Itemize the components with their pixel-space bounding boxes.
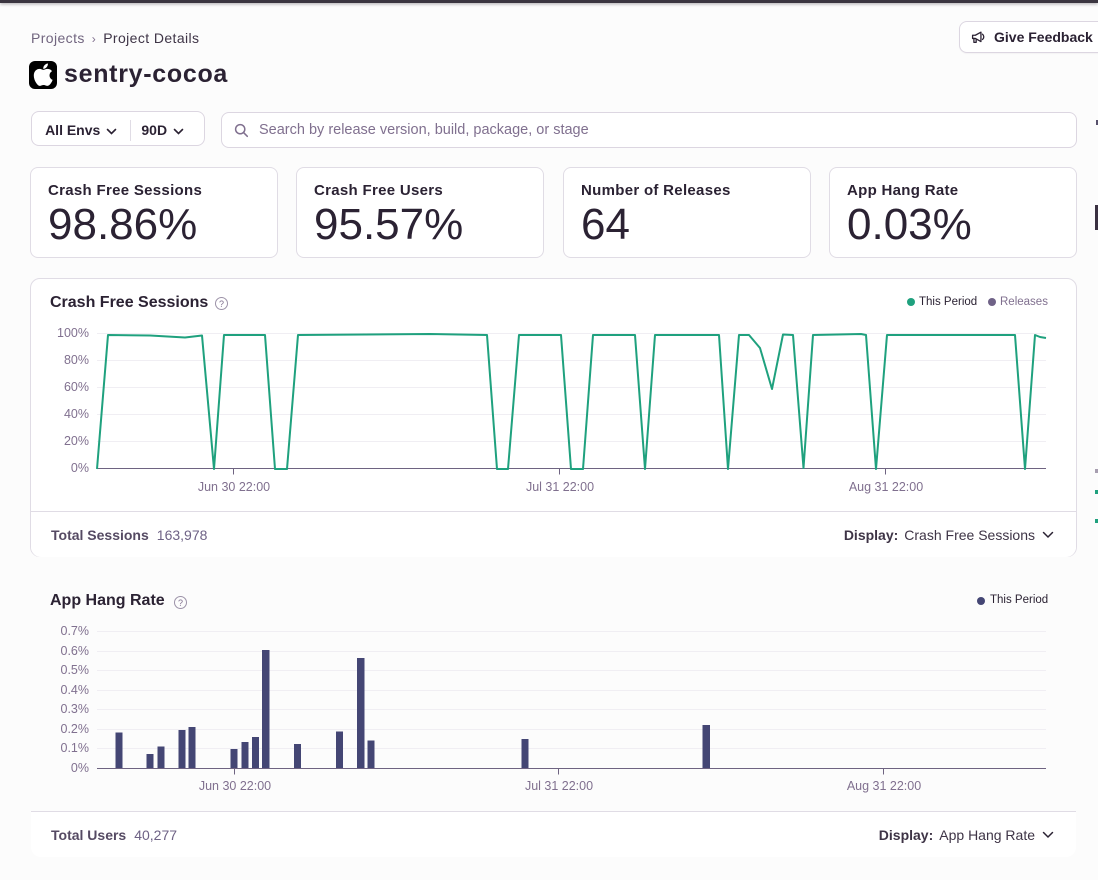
svg-text:Jun 30 22:00: Jun 30 22:00 bbox=[199, 779, 271, 793]
svg-text:0%: 0% bbox=[71, 461, 89, 475]
svg-text:80%: 80% bbox=[64, 353, 89, 367]
svg-text:Jul 31 22:00: Jul 31 22:00 bbox=[525, 779, 593, 793]
svg-text:0.4%: 0.4% bbox=[61, 683, 90, 697]
svg-text:Aug 31 22:00: Aug 31 22:00 bbox=[849, 480, 923, 494]
svg-text:0.2%: 0.2% bbox=[61, 722, 90, 736]
svg-text:60%: 60% bbox=[64, 380, 89, 394]
svg-text:0.5%: 0.5% bbox=[61, 663, 90, 677]
svg-text:Aug 31 22:00: Aug 31 22:00 bbox=[847, 779, 921, 793]
svg-text:0.7%: 0.7% bbox=[61, 624, 90, 638]
svg-text:Jun 30 22:00: Jun 30 22:00 bbox=[198, 480, 270, 494]
svg-text:100%: 100% bbox=[57, 326, 89, 340]
svg-text:20%: 20% bbox=[64, 434, 89, 448]
svg-text:0%: 0% bbox=[71, 761, 89, 775]
svg-text:0.6%: 0.6% bbox=[61, 644, 90, 658]
svg-text:0.1%: 0.1% bbox=[61, 741, 90, 755]
svg-text:0.3%: 0.3% bbox=[61, 702, 90, 716]
svg-text:40%: 40% bbox=[64, 407, 89, 421]
svg-text:Jul 31 22:00: Jul 31 22:00 bbox=[526, 480, 594, 494]
